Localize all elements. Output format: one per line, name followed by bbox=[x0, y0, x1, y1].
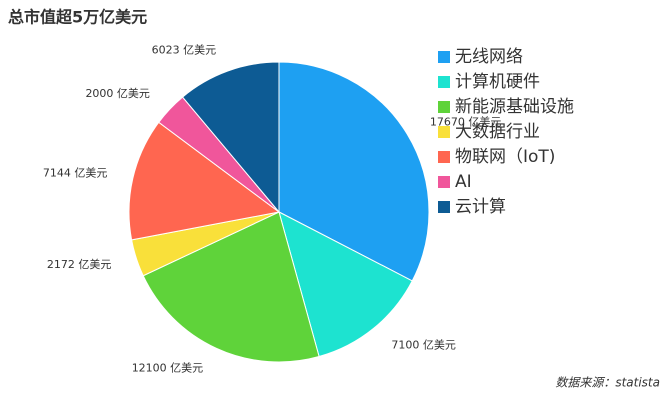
legend-label: 大数据行业 bbox=[455, 122, 540, 142]
data-label: 2000 亿美元 bbox=[85, 87, 150, 100]
data-label: 7100 亿美元 bbox=[391, 339, 456, 352]
pie-slice bbox=[278, 61, 430, 282]
pie-slice bbox=[142, 211, 320, 363]
source: 数据来源：statista bbox=[555, 376, 660, 390]
legend-swatch bbox=[438, 176, 450, 188]
legend-label: 云计算 bbox=[455, 197, 506, 217]
legend-swatch bbox=[438, 151, 450, 163]
legend-swatch bbox=[438, 126, 450, 138]
chart-title: 总市值超5万亿美元 bbox=[8, 8, 147, 27]
data-label: 17670 亿美元 bbox=[430, 116, 502, 129]
data-label: 2172 亿美元 bbox=[47, 258, 112, 271]
data-label: 6023 亿美元 bbox=[152, 43, 217, 56]
data-label: 12100 亿美元 bbox=[132, 361, 204, 374]
legend-label: 无线网络 bbox=[455, 47, 523, 67]
pie-slice bbox=[278, 211, 413, 358]
legend-label: 新能源基础设施 bbox=[455, 97, 574, 117]
legend-swatch bbox=[438, 201, 450, 213]
pie-slice bbox=[181, 61, 280, 214]
legend-label: 物联网（IoT) bbox=[455, 147, 555, 167]
data-label: 7144 亿美元 bbox=[43, 166, 108, 179]
pie-slice bbox=[128, 121, 281, 241]
legend-swatch bbox=[438, 101, 450, 113]
legend-label: 计算机硬件 bbox=[455, 72, 540, 92]
legend-swatch bbox=[438, 76, 450, 88]
legend-label: AI bbox=[455, 172, 472, 192]
legend-swatch bbox=[438, 51, 450, 63]
